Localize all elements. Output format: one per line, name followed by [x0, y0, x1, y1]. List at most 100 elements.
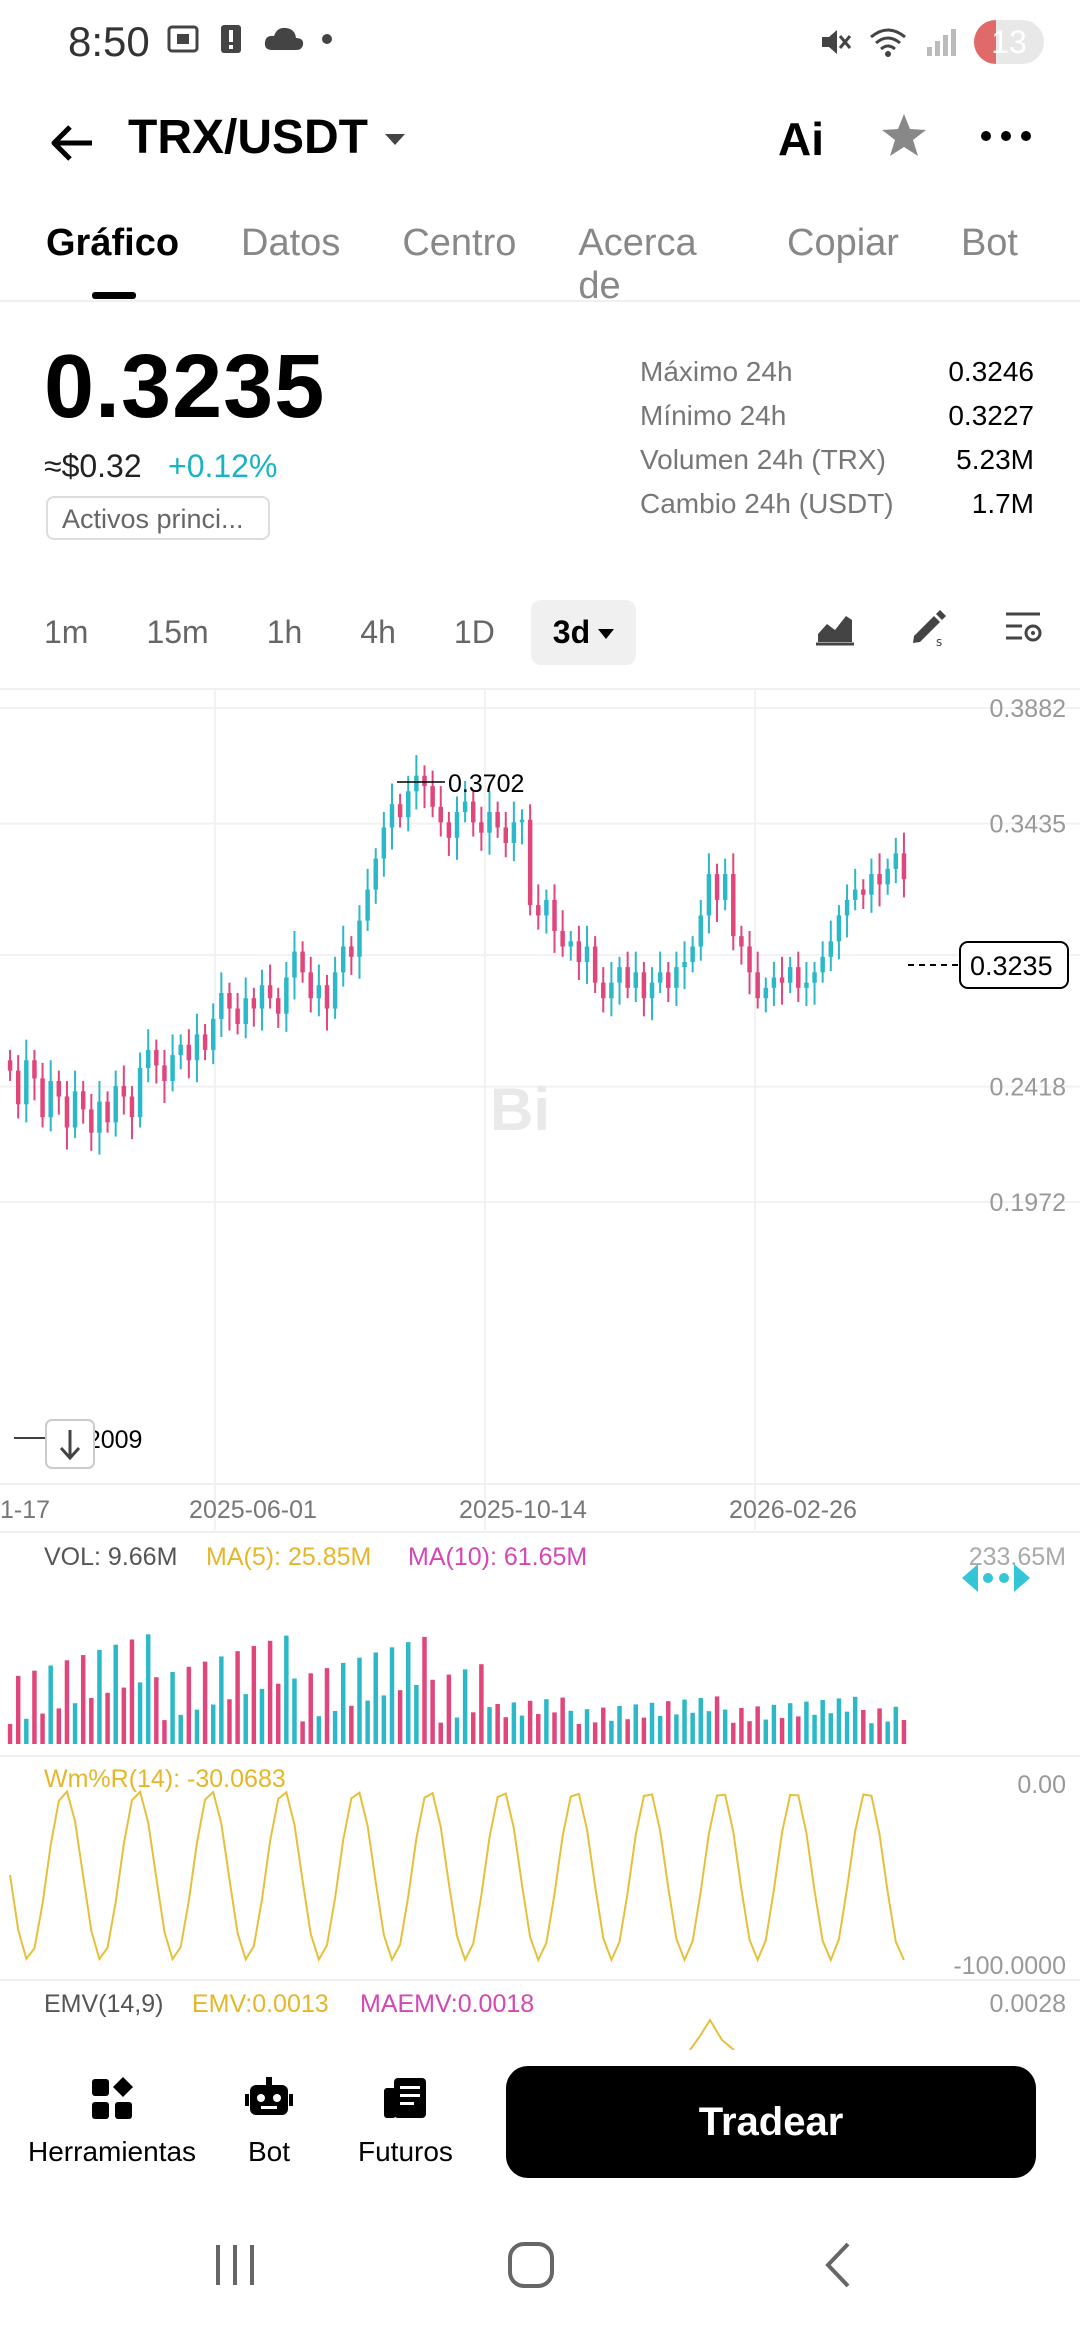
volume-bar [308, 1673, 313, 1744]
candle-body [324, 985, 330, 1009]
last-price: 0.3235 [44, 337, 326, 437]
back-arrow-icon[interactable] [48, 118, 98, 168]
candle-body [657, 972, 663, 983]
volume-bar [617, 1706, 622, 1744]
volume-bar [414, 1685, 419, 1744]
candle-body [747, 946, 752, 973]
candle-body [763, 987, 769, 999]
vol-axis-max: 233.65M [969, 1543, 1066, 1571]
candle-body [316, 985, 322, 999]
dot-icon [322, 34, 332, 44]
pair-title[interactable]: TRX/USDT [128, 111, 368, 164]
bot-button[interactable]: Bot [244, 2074, 294, 2168]
stat-value: 0.3246 [948, 356, 1034, 387]
indicator-settings-icon[interactable] [1002, 606, 1044, 648]
candle-body [722, 874, 728, 900]
last-price-axis-label: 0.3235 [970, 951, 1053, 981]
candle-body [552, 899, 557, 931]
jump-to-bottom-button[interactable] [45, 1419, 95, 1469]
tab-datos[interactable]: Datos [241, 222, 341, 264]
screenshot-icon [167, 25, 199, 53]
cloud-icon [264, 27, 304, 50]
candle-body [584, 946, 590, 962]
candle-body [178, 1044, 183, 1056]
tools-button[interactable]: Herramientas [28, 2074, 196, 2168]
chart-type-icon[interactable] [814, 606, 856, 648]
more-options-icon[interactable] [978, 126, 1034, 146]
chevron-down-icon[interactable] [382, 126, 408, 152]
interval-3d[interactable]: 3d [530, 599, 637, 665]
x-tick-label: 2026-02-26 [729, 1496, 857, 1524]
volume-bar [682, 1699, 687, 1744]
wr-label: Wm%R(14): -30.0683 [44, 1765, 286, 1793]
volume-bar [64, 1660, 70, 1744]
recent-apps-icon[interactable] [210, 2240, 260, 2290]
volume-bar [406, 1642, 411, 1744]
volume-bar [649, 1702, 655, 1744]
volume-bar [739, 1708, 744, 1744]
candle-body [519, 819, 525, 823]
volume-bar [137, 1682, 143, 1744]
vol-ma10-label: MA(10): 61.65M [408, 1543, 587, 1571]
status-time: 8:50 [68, 18, 150, 65]
candle-body [812, 972, 817, 983]
candle-body [308, 972, 313, 999]
trade-button[interactable]: Tradear [506, 2066, 1036, 2178]
volume-bar [820, 1700, 825, 1744]
volume-bar [698, 1698, 704, 1744]
volume-bar [438, 1722, 443, 1744]
candle-body [137, 1068, 143, 1118]
volume-bar [544, 1699, 549, 1744]
candle-body [755, 972, 760, 999]
candle-body [901, 853, 907, 880]
tab-copiar[interactable]: Copiar [787, 222, 899, 264]
asset-tag[interactable]: Activos princi... [46, 496, 270, 540]
draw-icon[interactable]: s [908, 606, 950, 648]
back-nav-icon[interactable] [814, 2240, 864, 2290]
candle-body [446, 822, 452, 838]
interval-1h[interactable]: 1h [266, 613, 303, 650]
candle-body [97, 1101, 102, 1133]
stat-row: Máximo 24h 0.3246 [640, 356, 1034, 400]
watermark: Bi [490, 1076, 550, 1143]
home-icon[interactable] [506, 2240, 556, 2290]
bot-label: Bot [247, 2136, 291, 2167]
tab-centro[interactable]: Centro [402, 222, 517, 264]
ai-button[interactable]: Ai [778, 113, 824, 165]
volume-bar [552, 1712, 557, 1744]
robot-icon [245, 2077, 293, 2115]
interval-1d[interactable]: 1D [453, 613, 495, 650]
volume-bar [397, 1690, 403, 1744]
candle-body [601, 982, 606, 999]
volume-bar [755, 1706, 760, 1744]
tab-grafico[interactable]: Gráfico [46, 222, 179, 299]
interval-1m[interactable]: 1m [44, 613, 89, 650]
y-tick-label: 0.1972 [990, 1189, 1066, 1217]
candle-body [284, 977, 289, 1014]
volume-bar [40, 1713, 45, 1744]
volume-bar [357, 1657, 362, 1744]
star-icon[interactable] [878, 110, 930, 162]
candle-body [560, 930, 565, 947]
volume-bar [186, 1666, 192, 1744]
emv-label: EMV(14,9) [44, 1990, 163, 2018]
candle-body [129, 1096, 135, 1118]
expand-chart-icon[interactable] [962, 1564, 1030, 1592]
tab-bot[interactable]: Bot [960, 222, 1018, 264]
volume-bar [861, 1710, 866, 1744]
candle-body [495, 811, 500, 828]
interval-15m[interactable]: 15m [146, 613, 209, 650]
stat-label: Mínimo 24h [640, 400, 787, 431]
volume-bar [243, 1694, 248, 1744]
volume-bar [812, 1714, 817, 1744]
candle-body [861, 889, 866, 895]
tab-acerca-de[interactable]: Acerca de [578, 222, 697, 307]
volume-bar [885, 1721, 890, 1744]
volume-bar [72, 1703, 78, 1744]
candle-body [414, 775, 419, 792]
futures-button[interactable]: Futuros [358, 2074, 453, 2168]
stat-label: Volumen 24h (TRX) [640, 444, 886, 475]
volume-bar [32, 1670, 37, 1744]
interval-4h[interactable]: 4h [360, 613, 396, 650]
